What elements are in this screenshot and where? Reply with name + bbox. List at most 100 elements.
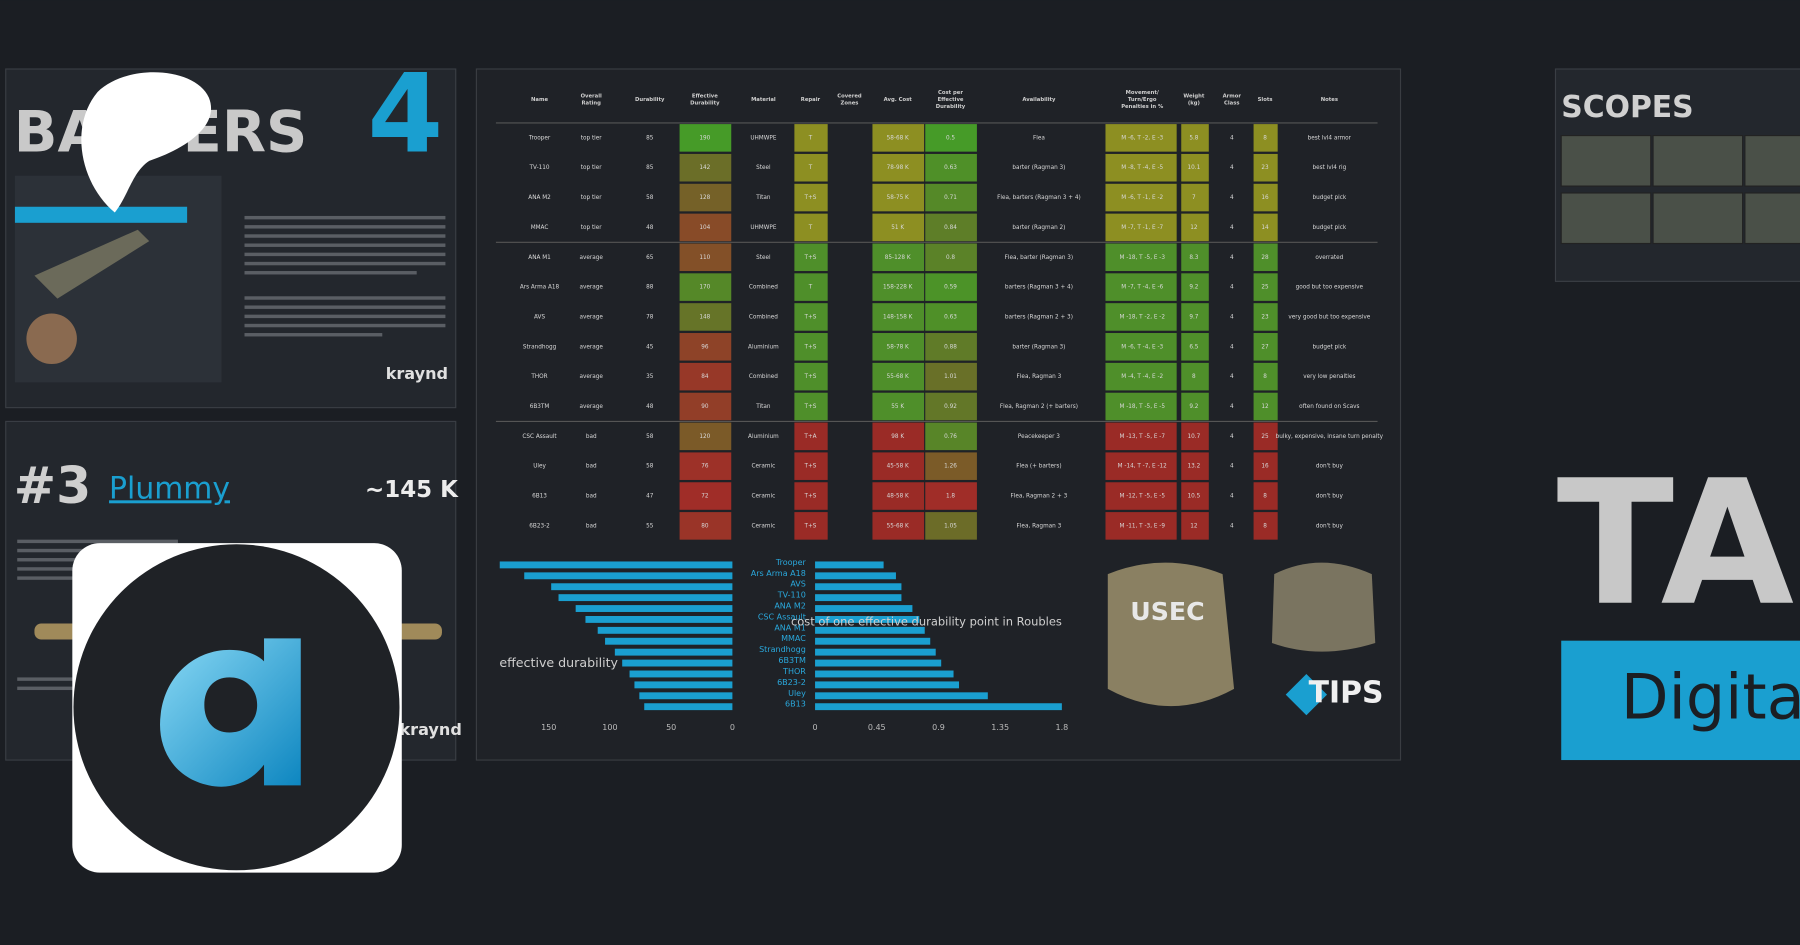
big-title: TA [1557,443,1794,644]
cell-text: bad [586,464,597,470]
cell-text: 0.84 [944,225,957,231]
cell-text: CSC Assault [522,434,557,440]
cell-text: Titan [755,404,771,410]
cell [1181,452,1209,480]
bar [815,605,913,612]
bar [558,594,733,602]
cell-text: 16 [1261,464,1269,470]
cell-text: M -13, T -5, E -7 [1119,434,1165,440]
label-bar [14,206,188,223]
cell-text: 1.01 [944,374,957,380]
cell-text: average [579,314,603,320]
cell [872,243,925,272]
bar [815,637,931,645]
cell [794,362,828,391]
column-header: Notes [1321,97,1338,103]
cell-text: 0.5 [946,135,955,141]
banner-text: Digita [1621,661,1800,734]
cell-text: bad [586,434,597,440]
cell [1181,362,1209,391]
cell-text: Flea, Ragman 3 [1017,374,1062,380]
cell-text: 142 [699,165,710,171]
bar-label: CSC Assault [758,612,806,621]
column-header: Turn/Ergo [1128,97,1157,103]
cell-text: 9.7 [1189,314,1198,320]
cell-text: 85-128 K [885,255,911,261]
cell [1253,303,1278,331]
cell-text: 4 [1230,374,1234,380]
cell-text: Trooper [528,135,551,141]
rifle [34,229,150,299]
cell-text: 9.2 [1189,404,1198,410]
cell [1253,153,1278,182]
cell-text: 4 [1230,404,1234,410]
cell [1253,213,1278,242]
cell-text: T+S [803,494,816,500]
cell-text: 51 K [891,225,904,231]
cell-text: THOR [530,374,547,380]
cell-text: barter (Ragman 2) [1012,225,1065,231]
cell [794,183,828,212]
cell-text: 0.92 [944,404,957,410]
cell-text: 58 [646,464,654,470]
cell-text: 170 [699,285,710,291]
cell-text: ANA M1 [528,255,551,261]
cell [679,392,732,421]
cell [1181,153,1209,182]
bar [815,561,884,569]
cell [925,183,977,212]
cell-text: 0.63 [944,165,957,171]
cell-text: T+S [803,523,816,529]
cell [679,422,732,451]
cell [679,482,732,510]
cell [1253,482,1278,510]
cell-text: Ceramic [752,523,776,529]
portrait [26,313,77,365]
cell-text: 14 [1261,225,1269,231]
cell-text: don't buy [1316,494,1344,500]
bar-label: MMAC [781,634,806,643]
cell [1253,273,1278,301]
cell [1181,392,1209,421]
cell-text: Peacekeeper 3 [1018,434,1060,440]
cell-text: 1.05 [944,523,957,529]
cell-text: don't buy [1316,464,1344,470]
cell-text: 4 [1230,314,1234,320]
cell [679,512,732,540]
cell [925,124,977,152]
cell-text: 55 K [891,404,904,410]
cell-text: M -7, T -4, E -6 [1121,285,1163,291]
cell [794,333,828,361]
cell [1105,124,1177,152]
cell [925,482,977,510]
cell [1181,273,1209,301]
cell-text: 58 [646,195,654,201]
cell-text: M -7, T -1, E -7 [1121,225,1163,231]
logo-glyph [160,638,301,787]
column-header: Overall [581,94,602,100]
cell-text: 47 [646,494,654,500]
cell [872,183,925,212]
cell-text: top tier [581,225,603,231]
cell [679,362,732,391]
cell-text: 96 [701,344,709,350]
cell-text: Ars Arma A18 [520,285,560,291]
cell-text: 55-68 K [887,374,909,380]
cell-text: bad [586,523,597,529]
cell [1181,243,1209,272]
bar [644,703,733,711]
column-header: Armor [1223,94,1242,100]
cell-text: Combined [749,374,778,380]
cell [925,303,977,331]
cell-text: Ceramic [752,464,776,470]
cell-text: 0.71 [944,195,957,201]
cell-text: best lvl4 armor [1308,135,1352,141]
cell-text: Flea [1033,135,1045,141]
cell-text: Flea, Ragman 3 [1017,523,1062,529]
bar-label: Ars Arma A18 [751,569,806,578]
logo-circle [73,544,400,871]
cell [925,452,977,480]
cell-text: don't buy [1316,523,1344,529]
paragraph [244,215,446,337]
